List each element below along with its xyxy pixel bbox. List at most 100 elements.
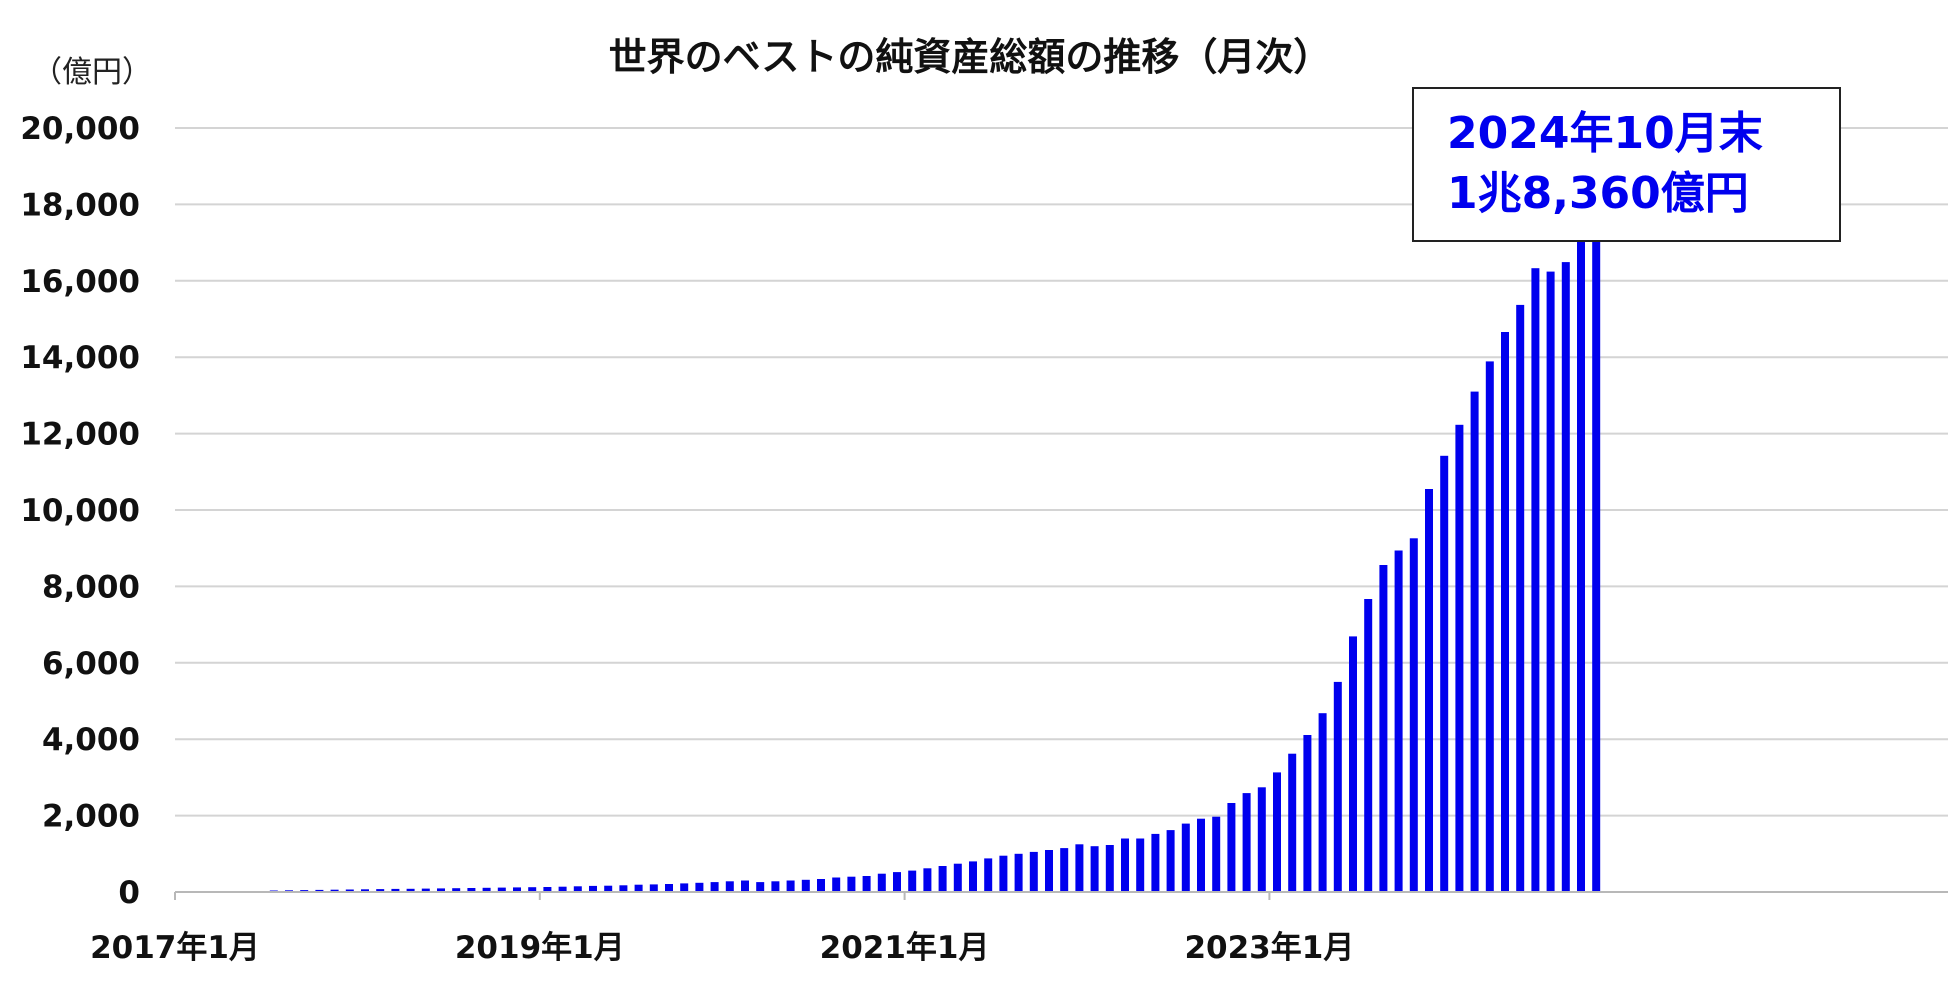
bar: [376, 889, 385, 892]
bar: [953, 863, 962, 892]
bar: [1592, 190, 1601, 893]
bar: [437, 888, 445, 892]
bar: [513, 887, 521, 892]
bar: [558, 886, 567, 892]
bar: [710, 882, 719, 892]
bar: [923, 868, 932, 892]
y-tick-label: 14,000: [20, 340, 140, 376]
bar: [1151, 833, 1160, 892]
y-tick-label: 18,000: [20, 187, 140, 223]
bar: [1379, 565, 1388, 892]
bar: [1029, 851, 1038, 892]
bar: [984, 858, 993, 892]
bar: [801, 879, 810, 892]
bar: [1257, 787, 1266, 892]
bar: [1364, 599, 1373, 892]
bar: [1409, 538, 1418, 892]
bar: [1485, 361, 1494, 892]
y-axis-unit-label: （億円）: [32, 55, 152, 90]
bar: [1197, 818, 1205, 892]
bar: [391, 888, 400, 892]
bar: [467, 888, 476, 892]
bar: [1501, 332, 1509, 892]
bar: [1060, 848, 1069, 892]
bar: [497, 887, 506, 892]
bar: [1349, 636, 1357, 892]
bar: [345, 889, 354, 892]
annotation-date: 2024年10月末: [1447, 108, 1763, 159]
bar: [1227, 803, 1236, 892]
y-tick-label: 16,000: [20, 264, 140, 300]
bar: [1470, 391, 1479, 892]
annotation-box: [1412, 87, 1841, 242]
bar: [1288, 753, 1297, 892]
chart-title: 世界のベストの純資産総額の推移（月次）: [609, 35, 1332, 79]
bar: [1242, 793, 1251, 892]
bar: [528, 887, 537, 892]
bar: [893, 872, 901, 892]
bar: [969, 861, 977, 892]
bar: [1212, 816, 1221, 892]
bar: [315, 889, 324, 892]
bar: [1425, 489, 1433, 892]
bar: [330, 889, 339, 892]
axes: [174, 891, 1948, 900]
bar: [832, 877, 841, 892]
bar: [862, 876, 871, 892]
y-tick-labels: 0 2,000 4,000 6,000 8,000 10,000 12,000 14,000 1…: [20, 111, 140, 911]
bar: [406, 888, 415, 892]
bar: [1577, 237, 1585, 893]
y-tick-label: 2,000: [42, 799, 140, 835]
bar: [1318, 713, 1327, 892]
bar: [1455, 424, 1464, 892]
bar: [1075, 844, 1084, 893]
bar: [573, 886, 582, 892]
bar: [634, 884, 643, 892]
bar: [741, 880, 749, 892]
bar: [1136, 838, 1145, 892]
y-tick-label: 12,000: [20, 417, 140, 453]
bar: [999, 855, 1008, 892]
bar: [756, 882, 765, 892]
bar: [847, 876, 856, 892]
bar: [482, 887, 491, 892]
bar: [771, 881, 780, 892]
annotation-value: 1兆8,360億円: [1447, 168, 1749, 219]
bar: [1166, 830, 1175, 892]
bar: [1045, 850, 1053, 892]
x-tick-label: 2023年1月: [1184, 930, 1354, 966]
bar: [543, 887, 552, 892]
bar: [1333, 681, 1342, 892]
bar: [1531, 268, 1540, 892]
bar: [1546, 271, 1555, 893]
bar: [1105, 845, 1114, 892]
bar: [695, 882, 704, 892]
bar: [1516, 304, 1525, 892]
annotation-callout: 2024年10月末 1兆8,360億円: [1412, 87, 1841, 242]
bar: [1121, 838, 1129, 892]
bar: [452, 888, 461, 892]
x-tick-label: 2019年1月: [455, 930, 625, 966]
bar: [877, 873, 886, 892]
bar: [725, 881, 734, 892]
bar: [817, 879, 825, 892]
y-tick-label: 6,000: [42, 646, 140, 682]
bar: [421, 888, 430, 892]
bar-series: [269, 190, 1601, 893]
bar: [1273, 772, 1281, 892]
bar: [1440, 455, 1449, 892]
y-tick-label: 20,000: [20, 111, 140, 147]
bar: [1303, 735, 1312, 892]
bar: [908, 870, 917, 892]
x-tick-labels: 2017年1月 2019年1月 2021年1月 2023年1月: [90, 930, 1354, 966]
bar: [938, 866, 947, 892]
bar: [619, 885, 628, 892]
bar: [604, 885, 613, 892]
bar: [1561, 262, 1570, 893]
y-tick-label: 4,000: [42, 722, 140, 758]
x-tick-label: 2021年1月: [820, 930, 990, 966]
bar: [589, 885, 597, 892]
bar: [649, 884, 658, 892]
y-tick-label: 0: [118, 875, 140, 911]
